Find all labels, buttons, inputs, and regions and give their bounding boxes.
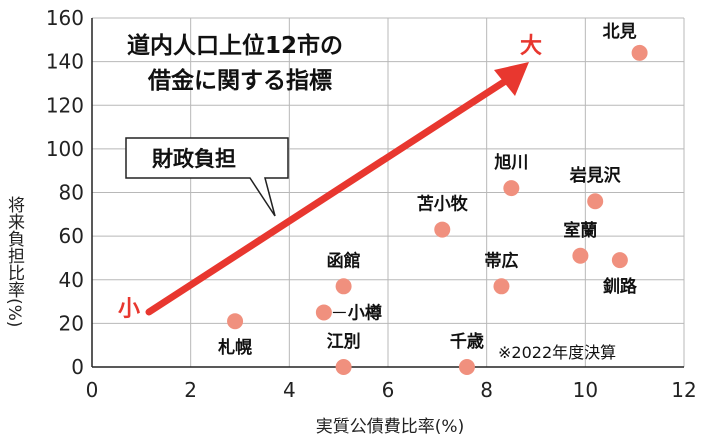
arrow-start-label: 小 (118, 297, 140, 322)
point-label: 江別 (327, 332, 361, 352)
data-point (503, 180, 520, 197)
point-label: 函館 (327, 250, 361, 271)
point-label: 小樽 (348, 302, 382, 323)
y-tick-label: 120 (46, 93, 84, 117)
x-tick-label: 2 (184, 378, 197, 402)
data-point (315, 304, 332, 321)
data-point (335, 278, 352, 295)
point-label: 北見 (603, 22, 637, 42)
y-tick-label: 40 (59, 268, 84, 292)
point-label: 釧路 (603, 276, 638, 297)
data-point (572, 247, 589, 264)
y-tick-label: 0 (71, 355, 84, 379)
x-axis-label: 実質公債費比率(%) (316, 417, 464, 437)
grid-lines (91, 17, 685, 368)
point-label: 千歳 (450, 331, 484, 352)
chart-title-line-2: 借金に関する指標 (147, 67, 332, 94)
data-point (611, 252, 628, 269)
x-tick-label: 6 (382, 378, 395, 402)
chart-title-line-1: 道内人口上位12市の (127, 32, 343, 59)
point-label: 旭川 (493, 152, 528, 173)
y-tick-labels: 0 20 40 60 80 100 120 140 160 (46, 6, 84, 379)
y-axis-label: 将来負担比率(%) (4, 196, 25, 327)
callout (125, 137, 289, 217)
data-points (227, 44, 648, 375)
data-point (227, 313, 244, 330)
y-tick-label: 60 (59, 224, 84, 248)
data-point (458, 359, 475, 375)
callout-text: 財政負担 (152, 147, 236, 171)
x-tick-label: 4 (283, 378, 296, 402)
y-tick-label: 140 (46, 50, 84, 74)
arrow-end-label: 大 (520, 34, 542, 59)
x-tick-labels: 0 2 4 6 8 10 12 (86, 378, 697, 402)
data-point (434, 221, 451, 238)
y-tick-label: 100 (46, 137, 84, 161)
footnote: ※2022年度決算 (498, 343, 616, 362)
y-tick-label: 20 (59, 311, 84, 335)
point-label: 札幌 (217, 337, 252, 358)
point-label: 室蘭 (563, 220, 597, 241)
y-tick-label: 80 (59, 181, 84, 205)
data-point (587, 193, 604, 210)
point-label: 苫小牧 (417, 194, 469, 215)
data-point (631, 44, 648, 61)
x-tick-label: 0 (86, 378, 99, 402)
data-point (335, 359, 352, 375)
trend-arrow (145, 62, 529, 316)
axes (91, 18, 684, 368)
x-tick-label: 12 (671, 378, 696, 402)
point-label: 岩見沢 (569, 165, 622, 186)
data-point (493, 278, 510, 295)
y-tick-label: 160 (46, 6, 84, 30)
x-tick-label: 10 (573, 378, 598, 402)
x-tick-label: 8 (480, 378, 493, 402)
point-label: 帯広 (484, 250, 518, 271)
